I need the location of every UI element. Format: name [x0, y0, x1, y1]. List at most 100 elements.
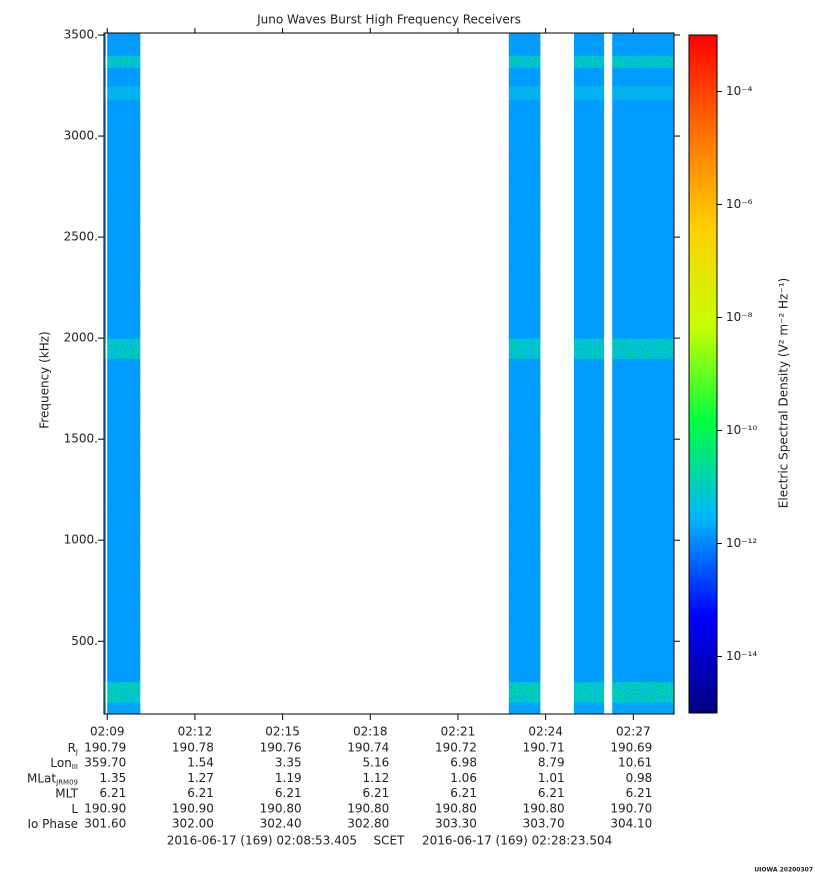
ephemeris-label-sub: J	[75, 748, 78, 756]
ephemeris-value: 190.69	[610, 741, 652, 755]
spectrogram-cell	[107, 33, 141, 56]
spectrogram-cell	[104, 33, 106, 56]
spectrogram-cell	[508, 33, 541, 56]
y-tick-label: 3500.	[64, 28, 98, 42]
spectrogram-cell	[104, 338, 106, 359]
spectrogram-cell	[104, 99, 106, 339]
ephemeris-value: 304.10	[610, 817, 652, 831]
ephemeris-label-main: Io Phase	[27, 817, 78, 831]
spectrogram-cell	[107, 85, 141, 101]
ephemeris-value: 190.79	[84, 741, 126, 755]
ephemeris-value: 302.80	[347, 817, 389, 831]
spectrogram-cell	[573, 67, 605, 87]
ephemeris-label-main: L	[71, 801, 78, 815]
ephemeris-value: 5.16	[363, 756, 390, 770]
ephemeris-value: 0.98	[626, 771, 653, 785]
plot-frame	[103, 32, 675, 715]
ephemeris-label: RJ	[68, 741, 78, 757]
colorbar-label: Electric Spectral Density (V² m⁻² Hz⁻¹)	[777, 278, 791, 508]
spectrogram-cell	[612, 85, 674, 101]
ephemeris-value: 190.80	[435, 801, 477, 815]
spectrogram-cell	[104, 67, 106, 87]
ephemeris-value: 1.06	[450, 771, 477, 785]
end-time: 2016-06-17 (169) 02:28:23.504	[422, 834, 612, 848]
spectrogram-cell	[508, 701, 541, 715]
spectrogram-cell	[107, 67, 141, 87]
spectrogram-cell	[107, 701, 141, 715]
spectrogram-cell	[573, 55, 605, 68]
spectrogram-cell	[107, 99, 141, 339]
colorbar-tick-label: 10⁻¹⁰	[726, 423, 757, 437]
chart-title: Juno Waves Burst High Frequency Receiver…	[256, 13, 521, 27]
y-tick-label: 1500.	[64, 432, 98, 446]
spectrogram-cell	[104, 358, 106, 683]
spectrogram-cell	[573, 701, 605, 715]
spectrogram-cell	[612, 358, 674, 683]
x-tick-label: 02:21	[441, 725, 476, 739]
ephemeris-value: 6.21	[275, 786, 302, 800]
spectrogram-cell	[573, 33, 605, 56]
spectrogram-cell	[104, 55, 106, 68]
x-tick-label: 02:24	[528, 725, 563, 739]
ephemeris-value: 10.61	[618, 756, 652, 770]
colorbar-tick-label: 10⁻¹²	[726, 536, 757, 550]
y-tick-label: 1000.	[64, 533, 98, 547]
y-axis-label: Frequency (kHz)	[38, 331, 52, 428]
ephemeris-label: MLatJRM09	[27, 771, 78, 787]
spectrogram-cell	[104, 85, 106, 101]
ephemeris-label: L	[71, 801, 78, 815]
colorbar-tick-label: 10⁻⁶	[726, 197, 753, 211]
ephemeris-label-main: MLat	[27, 771, 56, 785]
spectrogram-cell	[508, 338, 541, 359]
spectrogram	[104, 33, 674, 715]
colorbar-tick-label: 10⁻⁸	[726, 310, 753, 324]
ephemeris-value: 6.21	[538, 786, 565, 800]
ephemeris-value: 1.27	[187, 771, 214, 785]
ephemeris-value: 8.79	[538, 756, 565, 770]
ephemeris-label-main: R	[68, 741, 76, 755]
ephemeris-label: Io Phase	[27, 817, 78, 831]
ephemeris-value: 1.19	[275, 771, 302, 785]
start-time: 2016-06-17 (169) 02:08:53.405	[167, 834, 357, 848]
spectrogram-cell	[104, 681, 106, 703]
x-tick-label: 02:27	[616, 725, 651, 739]
ephemeris-value: 190.71	[523, 741, 565, 755]
spectrogram-cell	[573, 338, 605, 359]
x-tick-label: 02:15	[265, 725, 300, 739]
ephemeris-label-main: Lon	[50, 756, 71, 770]
time-system: SCET	[374, 834, 406, 848]
spectrogram-cell	[573, 85, 605, 101]
ephemeris-value: 303.30	[435, 817, 477, 831]
ephemeris-label-main: MLT	[55, 786, 78, 800]
ephemeris-label: LonIII	[50, 756, 78, 772]
y-tick-label: 2000.	[64, 331, 98, 345]
ephemeris-value: 190.72	[435, 741, 477, 755]
colorbar	[688, 34, 718, 714]
ephemeris-value: 303.70	[523, 817, 565, 831]
spectrogram-cell	[612, 701, 674, 715]
ephemeris-value: 190.70	[610, 801, 652, 815]
ephemeris-value: 190.90	[84, 801, 126, 815]
colorbar-tick-label: 10⁻⁴	[726, 84, 753, 98]
x-tick-label: 02:09	[90, 725, 125, 739]
spectrogram-cell	[612, 681, 674, 703]
ephemeris-value: 6.21	[450, 786, 477, 800]
colorbar-tick-label: 10⁻¹⁴	[726, 649, 757, 663]
y-tick-label: 2500.	[64, 230, 98, 244]
ephemeris-value: 302.40	[260, 817, 302, 831]
ephemeris-value: 190.80	[260, 801, 302, 815]
spectrogram-cell	[107, 358, 141, 683]
spectrogram-cell	[104, 701, 106, 715]
ephemeris-value: 1.35	[100, 771, 127, 785]
spectrogram-cell	[107, 338, 141, 359]
spectrogram-cell	[573, 358, 605, 683]
spectrogram-cell	[612, 67, 674, 87]
ephemeris-value: 6.21	[100, 786, 127, 800]
ephemeris-value: 359.70	[84, 756, 126, 770]
ephemeris-value: 1.12	[363, 771, 390, 785]
spectrogram-cell	[508, 99, 541, 339]
ephemeris-value: 3.35	[275, 756, 302, 770]
credit: UIOWA 20200307	[754, 867, 813, 874]
ephemeris-value: 190.74	[347, 741, 389, 755]
